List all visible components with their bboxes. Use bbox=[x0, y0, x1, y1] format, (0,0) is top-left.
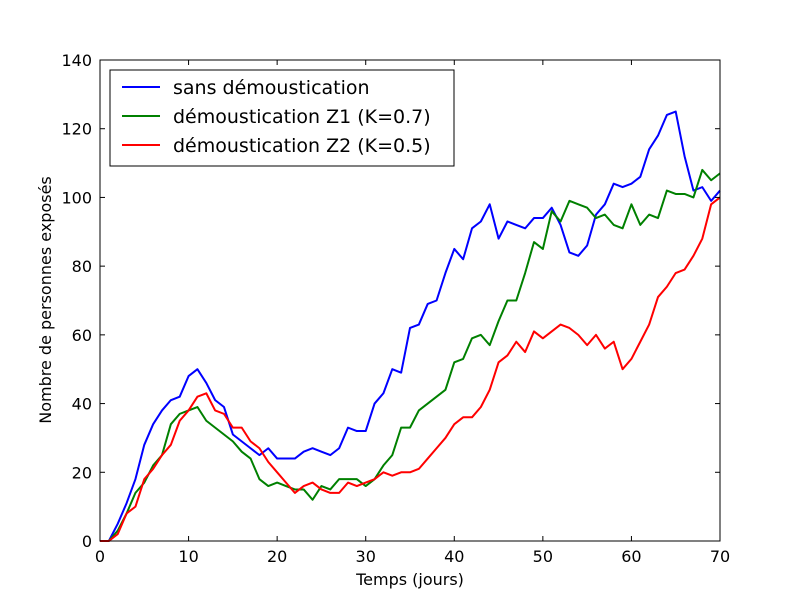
x-axis-label: Temps (jours) bbox=[355, 570, 464, 589]
y-tick-label: 20 bbox=[72, 463, 92, 482]
legend-label-2: démoustication Z1 (K=0.7) bbox=[173, 106, 431, 128]
x-tick-label: 20 bbox=[267, 547, 287, 566]
axes-frame bbox=[99, 59, 721, 542]
y-tick-label: 60 bbox=[72, 326, 92, 345]
y-tick-label: 0 bbox=[82, 532, 92, 551]
x-tick-label: 10 bbox=[178, 547, 198, 566]
x-tick-label: 60 bbox=[621, 547, 641, 566]
x-tick-label: 0 bbox=[95, 547, 105, 566]
series-line-1 bbox=[100, 110, 721, 542]
x-tick-label: 70 bbox=[710, 547, 730, 566]
legend-label-3: démoustication Z2 (K=0.5) bbox=[173, 135, 431, 157]
ticks-layer: 0 10 20 30 40 50 60 70 0 20 40 60 80 100 120 140 bbox=[61, 51, 730, 566]
series-line-3 bbox=[100, 196, 721, 542]
y-tick-label: 80 bbox=[72, 257, 92, 276]
y-tick-label: 120 bbox=[61, 120, 92, 139]
legend: sans démoustication démoustication Z1 (K=… bbox=[109, 69, 455, 167]
y-axis-label: Nombre de personnes exposés bbox=[36, 176, 55, 423]
y-tick-label: 40 bbox=[72, 395, 92, 414]
series-layer bbox=[100, 110, 721, 542]
legend-box bbox=[109, 69, 455, 167]
x-tick-label: 50 bbox=[533, 547, 553, 566]
y-tick-label: 140 bbox=[61, 51, 92, 70]
x-tick-label: 30 bbox=[356, 547, 376, 566]
x-tick-label: 40 bbox=[444, 547, 464, 566]
series-line-2 bbox=[100, 168, 721, 542]
y-tick-label: 100 bbox=[61, 188, 92, 207]
legend-label-1: sans démoustication bbox=[173, 77, 370, 99]
